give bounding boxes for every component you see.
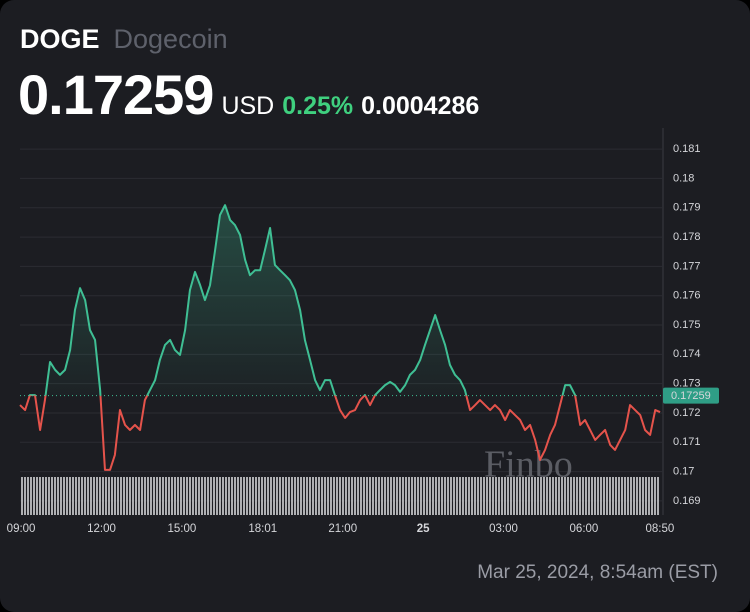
- y-tick-label: 0.169: [673, 495, 701, 507]
- y-tick-label: 0.175: [673, 319, 701, 331]
- y-tick-label: 0.174: [673, 348, 701, 360]
- x-tick-label: 12:00: [87, 523, 116, 535]
- timestamp: Mar 25, 2024, 8:54am (EST): [477, 562, 718, 583]
- y-tick-label: 0.178: [673, 231, 701, 243]
- volume-strip: [20, 477, 659, 515]
- y-tick-label: 0.181: [673, 143, 701, 155]
- y-tick-label: 0.177: [673, 260, 701, 272]
- price: 0.17259: [18, 63, 214, 126]
- x-tick-label: 03:00: [489, 523, 518, 535]
- y-tick-label: 0.173: [673, 378, 701, 390]
- y-tick-label: 0.17: [673, 466, 694, 478]
- x-tick-label: 21:00: [328, 523, 357, 535]
- current-price-tag: [663, 387, 719, 404]
- change: 0.0004286: [361, 92, 480, 120]
- change-percent: 0.25%: [282, 92, 354, 120]
- currency: USD: [221, 92, 275, 120]
- title-row: DOGE Dogecoin: [20, 24, 228, 55]
- y-tick-label: 0.176: [673, 290, 701, 302]
- x-tick-label: 09:00: [7, 523, 36, 535]
- x-tick-label: 18:01: [248, 523, 277, 535]
- x-tick-label: 15:00: [167, 523, 196, 535]
- x-tick-label: 25: [417, 523, 430, 535]
- y-tick-label: 0.171: [673, 436, 701, 448]
- current-price-label: 0.17259: [671, 390, 711, 402]
- y-tick-label: 0.172: [673, 407, 701, 419]
- symbol: DOGE: [20, 24, 100, 54]
- price-row: 0.17259 USD 0.25% 0.0004286: [18, 62, 479, 127]
- y-tick-label: 0.18: [673, 172, 694, 184]
- y-tick-label: 0.179: [673, 202, 701, 214]
- x-tick-label: 06:00: [570, 523, 599, 535]
- x-tick-label: 08:50: [645, 523, 674, 535]
- area-fill: [29, 205, 576, 396]
- price-line: [19, 204, 661, 471]
- coin-name: Dogecoin: [113, 24, 228, 54]
